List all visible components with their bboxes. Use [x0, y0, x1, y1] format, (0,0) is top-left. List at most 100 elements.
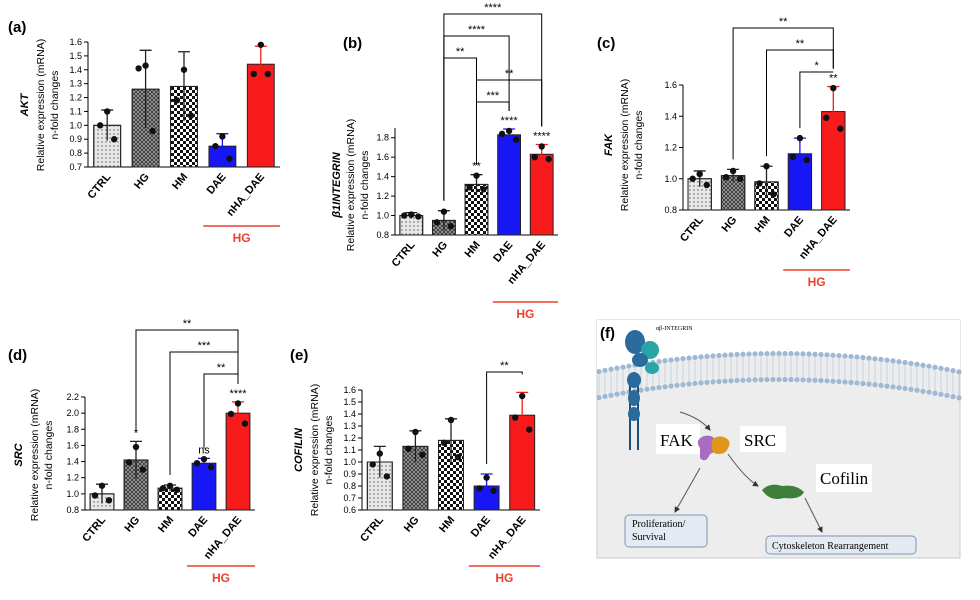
lipid-head: [878, 356, 884, 363]
data-point: [830, 84, 837, 92]
y-tick-label: 1.8: [66, 424, 79, 434]
y-axis-label: n-fold changes: [633, 111, 645, 180]
lipid-head: [842, 353, 848, 359]
lipid-head: [788, 376, 794, 383]
y-tick-label: 0.9: [69, 134, 82, 144]
data-point: [538, 143, 545, 150]
receptor-label: αβ-INTEGRIN: [656, 326, 693, 332]
y-axis-label: Relative expression (mRNA): [345, 119, 357, 251]
lipid-head: [710, 353, 716, 359]
lipid-head: [656, 384, 662, 391]
x-tick-label: CTRL: [678, 214, 706, 244]
lipid-head: [668, 383, 674, 389]
lipid-head: [728, 378, 734, 384]
data-point: [187, 112, 195, 119]
lipid-head: [956, 369, 962, 375]
bar: [191, 462, 217, 511]
y-axis-label: Relative expression (mRNA): [619, 79, 631, 211]
lipid-head: [848, 379, 854, 386]
lipid-head: [746, 377, 752, 383]
panel-label: (f): [600, 325, 615, 342]
membrane: [596, 350, 962, 401]
lipid-head: [884, 383, 890, 389]
comparison-label: **: [217, 362, 226, 374]
lipid-head: [686, 355, 692, 361]
lipid-head: [782, 376, 788, 383]
lipid-head: [716, 378, 722, 385]
y-tick-label: 1.5: [69, 51, 82, 61]
lipid-head: [806, 351, 812, 357]
node-box: [816, 464, 872, 492]
data-point: [770, 191, 777, 198]
comparison-label: ****: [484, 2, 502, 14]
data-point: [149, 127, 156, 135]
data-point: [139, 466, 147, 473]
lipid-head: [662, 384, 668, 390]
fak-protein: [697, 435, 717, 461]
bar: [225, 412, 251, 511]
y-tick-label: 0.6: [343, 505, 356, 515]
lipid-head: [866, 355, 872, 361]
data-point: [98, 482, 106, 489]
lipid-head: [650, 385, 656, 391]
y-tick-label: 1.6: [66, 440, 79, 450]
y-axis-label: Relative expression (mRNA): [29, 389, 41, 521]
data-point: [142, 62, 149, 69]
lipid-head: [872, 356, 878, 362]
comparison-label: **: [500, 360, 509, 372]
lipid-head: [926, 389, 932, 395]
lipid-head: [806, 377, 812, 383]
data-point: [264, 70, 271, 78]
panel-label: (a): [8, 19, 26, 36]
data-point: [180, 66, 188, 73]
x-tick-label: HG: [122, 514, 142, 534]
x-tick-label: HM: [156, 514, 176, 535]
data-point: [498, 130, 506, 138]
y-tick-label: 1.1: [69, 106, 82, 116]
lipid-head: [896, 385, 902, 391]
lipid-head: [668, 357, 674, 363]
y-tick-label: 1.2: [69, 93, 82, 103]
lipid-head: [794, 351, 800, 357]
x-tick-label: CTRL: [390, 239, 418, 269]
comparison-label: **: [796, 38, 805, 50]
lipid-head: [908, 386, 914, 392]
lipid-head: [938, 391, 944, 397]
x-tick-label: nHA_DAE: [486, 514, 529, 562]
lipid-head: [854, 354, 860, 360]
node-box: [656, 424, 700, 454]
x-tick-label: DAE: [469, 514, 493, 540]
comparison-bracket: [486, 371, 523, 464]
lipid-head: [860, 380, 866, 387]
y-axis-label: n-fold changes: [359, 151, 371, 220]
y-tick-label: 1.5: [343, 397, 356, 407]
lipid-head: [656, 358, 662, 365]
data-point: [234, 400, 242, 407]
data-point: [91, 492, 99, 499]
data-point: [227, 410, 235, 418]
lipid-head: [782, 350, 788, 357]
data-point: [531, 153, 538, 161]
x-tick-label: HG: [132, 171, 152, 191]
lipid-head: [692, 354, 698, 361]
x-tick-label: HG: [402, 514, 422, 534]
lipid-head: [902, 359, 908, 366]
data-point: [401, 212, 408, 219]
panel-label: (d): [8, 347, 27, 364]
y-tick-label: 1.3: [343, 421, 356, 431]
lipid-head: [686, 381, 692, 387]
y-tick-label: 0.9: [343, 469, 356, 479]
data-point: [490, 487, 497, 494]
lipid-head: [944, 366, 950, 373]
lipid-head: [602, 393, 608, 400]
lipid-head: [890, 384, 896, 390]
y-tick-label: 1.4: [66, 457, 79, 467]
lipid-head: [926, 363, 932, 369]
data-point: [125, 459, 133, 466]
y-tick-label: 1.4: [343, 409, 356, 419]
lipid-head: [674, 356, 680, 362]
lipid-head: [734, 351, 740, 358]
arrow: [727, 453, 759, 487]
arrow: [804, 497, 823, 533]
lipid-head: [770, 376, 776, 383]
